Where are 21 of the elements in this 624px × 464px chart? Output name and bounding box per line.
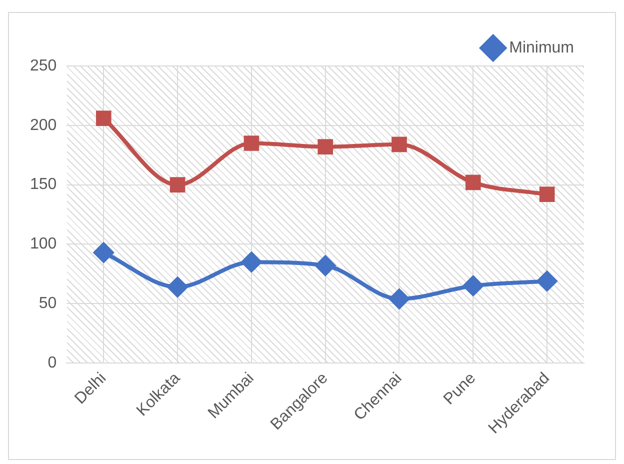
point bbox=[465, 174, 481, 190]
point bbox=[389, 288, 410, 309]
point bbox=[537, 271, 558, 292]
point bbox=[315, 256, 336, 276]
y-tick-label: 0 bbox=[48, 354, 57, 372]
point bbox=[94, 242, 114, 263]
point bbox=[96, 110, 112, 126]
point bbox=[539, 186, 555, 202]
point bbox=[463, 276, 484, 296]
y-tick-label: 200 bbox=[30, 116, 57, 134]
y-tick-label: 150 bbox=[30, 176, 57, 194]
y-tick-label: 50 bbox=[38, 295, 57, 312]
point bbox=[170, 177, 186, 192]
point bbox=[392, 136, 407, 152]
y-tick-label: 100 bbox=[30, 236, 57, 253]
point bbox=[318, 139, 334, 154]
point bbox=[168, 277, 188, 298]
point bbox=[241, 252, 262, 272]
point bbox=[244, 136, 260, 151]
legend-label: Minimum bbox=[509, 39, 574, 56]
y-tick-label: 250 bbox=[30, 57, 57, 74]
